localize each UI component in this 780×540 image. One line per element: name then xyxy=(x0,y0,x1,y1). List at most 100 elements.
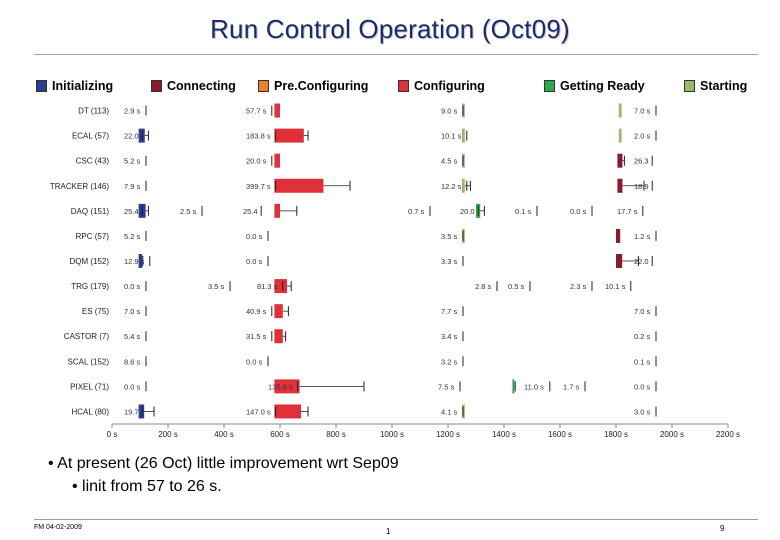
legend-swatch xyxy=(258,80,269,92)
data-label: 5.2 s xyxy=(124,232,141,241)
bullet-point-1: • At present (26 Oct) little improvement… xyxy=(48,455,399,472)
bar-initializing xyxy=(138,128,145,143)
category-label: DT (113) xyxy=(78,107,109,116)
x-tick-label: 1800 s xyxy=(604,430,628,439)
x-tick-label: 600 s xyxy=(270,430,290,439)
legend-swatch xyxy=(398,80,409,92)
legend-item: Pre.Configuring xyxy=(258,79,368,93)
data-label: 7.0 s xyxy=(634,107,651,116)
legend-swatch xyxy=(684,80,695,92)
legend-label: Pre.Configuring xyxy=(274,79,369,93)
data-label: 0.5 s xyxy=(508,282,525,291)
bar-connecting xyxy=(616,254,623,268)
data-label: 0.0 s xyxy=(570,207,587,216)
footer-date: FM 04-02-2009 xyxy=(34,524,82,531)
category-label: SCAL (152) xyxy=(68,357,110,366)
legend-label: Getting Ready xyxy=(560,79,645,93)
bar-initializing xyxy=(138,404,145,419)
legend-item: Connecting xyxy=(151,79,236,93)
bar-connecting xyxy=(617,153,623,168)
data-label: 3.2 s xyxy=(441,357,458,366)
data-label: 57.7 s xyxy=(246,107,267,116)
bar-configuring xyxy=(274,279,287,294)
bar-initializing xyxy=(138,254,143,268)
data-label: 147.0 s xyxy=(246,407,271,416)
x-tick-label: 2200 s xyxy=(716,430,740,439)
data-label: 0.2 s xyxy=(634,332,651,341)
category-label: CSC (43) xyxy=(76,157,110,166)
legend-label: Starting xyxy=(700,79,748,93)
data-label: 17.7 s xyxy=(617,207,638,216)
data-label: 5.4 s xyxy=(124,332,141,341)
x-tick-label: 2000 s xyxy=(660,430,684,439)
bar-configuring xyxy=(274,153,280,168)
x-tick-label: 1000 s xyxy=(380,430,404,439)
data-label: 7.9 s xyxy=(124,182,141,191)
slide-title: Run Control Operation (Oct09) xyxy=(210,14,570,44)
data-label: 7.7 s xyxy=(441,307,458,316)
footer-center-mark: 1 xyxy=(386,527,391,536)
data-label: 26.3 xyxy=(634,157,649,166)
data-label: 8.6 s xyxy=(124,357,141,366)
category-label: TRG (179) xyxy=(71,282,109,291)
title-rule xyxy=(34,54,758,55)
data-label: 2.0 s xyxy=(634,132,651,141)
x-tick-label: 1200 s xyxy=(436,430,460,439)
data-label: 31.5 s xyxy=(246,332,267,341)
x-tick-label: 400 s xyxy=(214,430,234,439)
data-label: 0.1 s xyxy=(515,207,532,216)
legend-item: Getting Ready xyxy=(544,79,645,93)
data-label: 0.0 s xyxy=(124,382,141,391)
page-number: 9 xyxy=(720,524,725,533)
data-label: 25.4 xyxy=(243,207,258,216)
category-label: DAQ (151) xyxy=(71,207,110,216)
data-label: 5.2 s xyxy=(124,157,141,166)
legend-label: Initializing xyxy=(52,79,114,93)
data-label: 3.4 s xyxy=(441,332,458,341)
data-label: 3.0 s xyxy=(634,407,651,416)
bar-starting xyxy=(618,128,622,143)
data-label: 2.5 s xyxy=(180,207,197,216)
data-label: 1.7 s xyxy=(563,382,580,391)
category-label: ECAL (57) xyxy=(72,132,109,141)
data-label: 20.0 xyxy=(460,207,475,216)
data-label: 25.4 xyxy=(124,207,139,216)
bullet-point-2: • linit from 57 to 26 s. xyxy=(72,478,222,495)
bar-configuring xyxy=(274,404,301,419)
data-label: 7.0 s xyxy=(634,307,651,316)
data-label: 4.1 s xyxy=(441,407,458,416)
legend-item: Configuring xyxy=(398,79,485,93)
bar-starting xyxy=(462,128,465,143)
category-label: ES (75) xyxy=(82,307,109,316)
legend-label: Configuring xyxy=(414,79,485,93)
legend-swatch xyxy=(544,80,555,92)
bar-configuring xyxy=(274,304,283,319)
bar-configuring xyxy=(274,178,324,193)
data-label: 3.3 s xyxy=(441,257,458,266)
legend-label: Connecting xyxy=(167,79,236,93)
data-label: 18.9 xyxy=(634,182,649,191)
data-label: 10.1 s xyxy=(605,282,626,291)
data-label: 2.9 s xyxy=(124,107,141,116)
category-label: HCAL (80) xyxy=(72,407,110,416)
data-label: 9.0 s xyxy=(441,107,458,116)
data-label: 40.9 s xyxy=(246,307,267,316)
legend-item: Starting xyxy=(684,79,747,93)
data-label: 4.5 s xyxy=(441,157,458,166)
data-label: 183.8 s xyxy=(246,132,271,141)
data-label: 12.9 s xyxy=(124,257,145,266)
data-label: 135.6 s xyxy=(268,382,293,391)
x-tick-label: 0 s xyxy=(107,430,118,439)
data-label: 7.5 s xyxy=(438,382,455,391)
bar-configuring xyxy=(274,103,280,118)
data-label: 12.2 s xyxy=(441,182,462,191)
data-label: 399.7 s xyxy=(246,182,271,191)
data-label: 0.0 s xyxy=(246,257,263,266)
data-label: 0.7 s xyxy=(408,207,425,216)
chart-legend: Initializing Connecting Pre.Configuring Con… xyxy=(36,79,760,95)
category-label: PIXEL (71) xyxy=(70,382,109,391)
data-label: 22.0 xyxy=(634,257,649,266)
data-label: 10.1 s xyxy=(441,132,462,141)
data-label: 7.0 s xyxy=(124,307,141,316)
